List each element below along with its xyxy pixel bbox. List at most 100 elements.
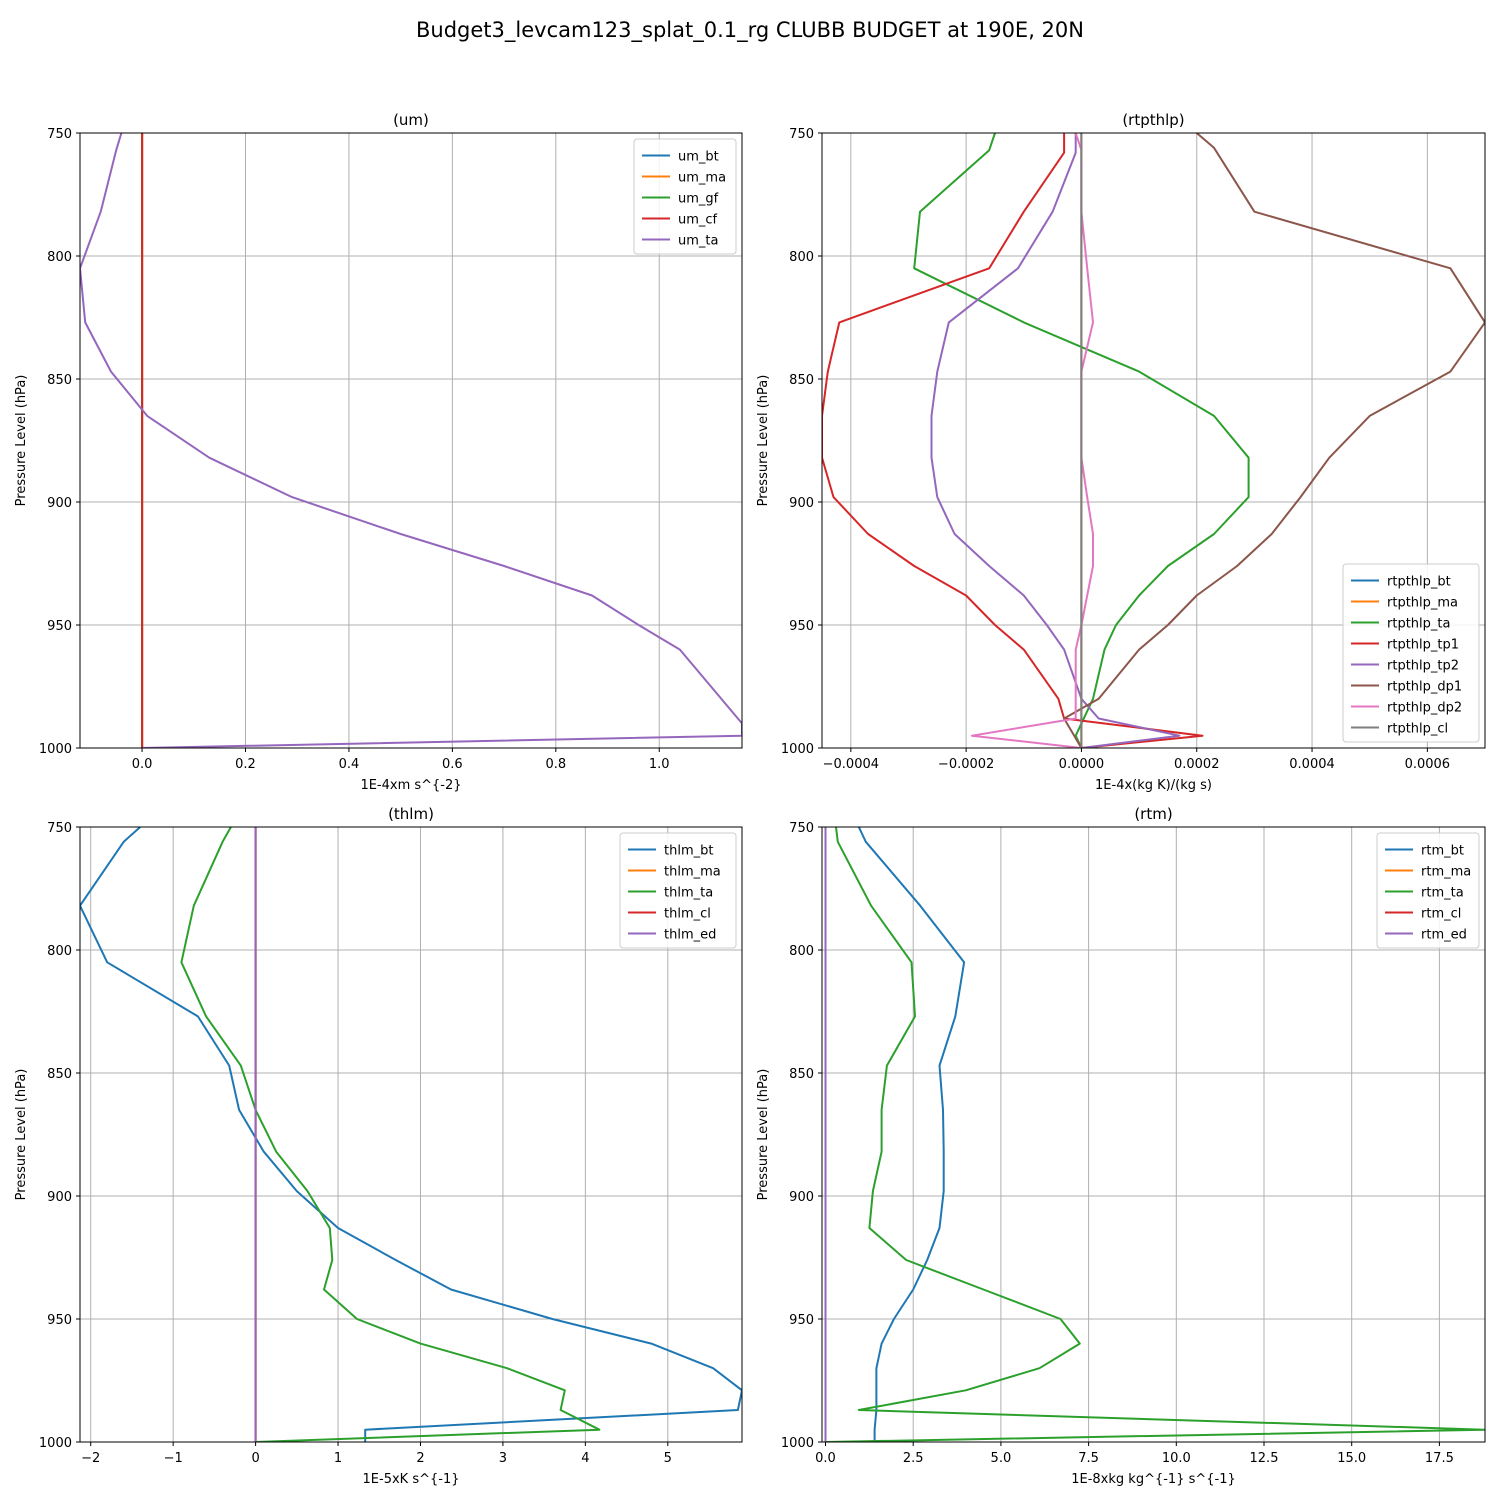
panel-title: (um) xyxy=(393,111,429,129)
axes-frame xyxy=(821,132,1486,749)
legend: rtpthlp_bt rtpthlp_ma rtpthlp_ta rtpthlp_tp… xyxy=(1342,563,1480,743)
x-axis-label: 1E-4xm s^{-2} xyxy=(360,778,461,793)
y-tick-label: 750 xyxy=(789,127,814,142)
series-line-rtpthlp_dp1 xyxy=(1063,133,1485,748)
series-group xyxy=(822,133,1485,748)
legend-label: um_ta xyxy=(678,234,718,249)
x-tick-label: 0.0 xyxy=(815,1451,836,1466)
x-tick-label: 0.2 xyxy=(235,757,256,772)
y-tick-label: 800 xyxy=(47,944,72,959)
legend-label: thlm_ed xyxy=(664,928,716,943)
x-tick-label: 4 xyxy=(581,1451,589,1466)
x-tick-label: −0.0002 xyxy=(938,757,994,772)
y-tick-label: 850 xyxy=(789,1067,814,1082)
x-tick-label: 0.0002 xyxy=(1174,757,1220,772)
panel-title: (thlm) xyxy=(388,805,434,823)
x-tick-label: 0.0006 xyxy=(1405,757,1451,772)
y-tick-label: 900 xyxy=(789,1190,814,1205)
series-group xyxy=(80,133,742,748)
y-tick-label: 750 xyxy=(789,821,814,836)
y-tick-label: 750 xyxy=(47,127,72,142)
legend-label: rtpthlp_dp2 xyxy=(1387,701,1462,716)
legend: thlm_bt thlm_ma thlm_ta thlm_cl thlm_ed xyxy=(619,832,737,949)
x-tick-label: 1.0 xyxy=(649,757,670,772)
x-tick-label: 0.0004 xyxy=(1289,757,1335,772)
panel-3: 0.0 2.5 5.0 7.5 10.0 12.5 15.0 17.5 750 800 850 900… xyxy=(756,805,1486,1487)
x-tick-label: 5 xyxy=(664,1451,672,1466)
series-line-rtpthlp_ta xyxy=(913,133,1250,748)
x-tick-label: 0.8 xyxy=(545,757,566,772)
panel-1: −0.0004 −0.0002 0.0000 0.0002 0.0004 0.0006 75… xyxy=(756,111,1486,793)
legend-box xyxy=(1376,832,1480,949)
y-tick-label: 950 xyxy=(47,1313,72,1328)
x-tick-label: −1 xyxy=(164,1451,183,1466)
y-tick-label: 900 xyxy=(47,1190,72,1205)
legend-label: rtpthlp_bt xyxy=(1387,575,1451,590)
y-tick-label: 900 xyxy=(47,496,72,511)
legend-label: rtpthlp_tp2 xyxy=(1387,659,1459,674)
series-line-um_ta xyxy=(80,133,742,748)
y-tick-label: 950 xyxy=(789,619,814,634)
legend-label: rtpthlp_tp1 xyxy=(1387,638,1459,653)
legend-label: rtm_ma xyxy=(1421,865,1471,880)
x-tick-label: 0.4 xyxy=(339,757,360,772)
legend: um_bt um_ma um_gf um_cf um_ta xyxy=(633,138,737,255)
x-tick-label: 0.0 xyxy=(132,757,153,772)
legend-label: rtm_ed xyxy=(1421,928,1467,943)
x-tick-label: 10.0 xyxy=(1162,1451,1191,1466)
legend-label: um_bt xyxy=(678,150,719,165)
legend-label: rtm_bt xyxy=(1421,844,1464,859)
x-tick-label: −2 xyxy=(81,1451,100,1466)
y-axis-label: Pressure Level (hPa) xyxy=(756,375,771,507)
panel-2: −2 −1 0 1 2 3 4 5 750 800 850 900 950 1000 (thlm) 1E-5x… xyxy=(14,805,743,1487)
y-tick-label: 1000 xyxy=(39,1436,72,1451)
axes-frame xyxy=(79,826,743,1443)
y-tick-label: 1000 xyxy=(781,1436,814,1451)
panel-title: (rtm) xyxy=(1134,805,1172,823)
y-tick-label: 800 xyxy=(789,944,814,959)
x-tick-label: 2.5 xyxy=(903,1451,924,1466)
y-axis-label: Pressure Level (hPa) xyxy=(14,1069,29,1201)
y-tick-label: 750 xyxy=(47,821,72,836)
series-line-rtpthlp_tp2 xyxy=(930,133,1181,748)
y-tick-label: 850 xyxy=(789,373,814,388)
y-tick-label: 850 xyxy=(47,1067,72,1082)
legend-label: um_gf xyxy=(678,192,719,207)
y-tick-label: 900 xyxy=(789,496,814,511)
series-line-thlm_ta xyxy=(180,827,601,1442)
legend-label: rtm_ta xyxy=(1421,886,1464,901)
x-tick-label: 3 xyxy=(499,1451,507,1466)
legend-box xyxy=(1342,563,1480,743)
series-line-thlm_bt xyxy=(80,827,742,1442)
y-tick-label: 1000 xyxy=(781,742,814,757)
legend-label: um_cf xyxy=(678,213,718,228)
legend-box xyxy=(619,832,737,949)
legend-box xyxy=(633,138,737,255)
series-group xyxy=(80,827,742,1442)
x-tick-label: −0.0004 xyxy=(823,757,879,772)
figure-title: Budget3_levcam123_splat_0.1_rg CLUBB BUD… xyxy=(416,18,1084,43)
series-group xyxy=(824,827,1485,1442)
series-line-rtpthlp_dp2 xyxy=(970,133,1094,748)
x-tick-label: 0.6 xyxy=(442,757,463,772)
x-axis-label: 1E-8xkg kg^{-1} s^{-1} xyxy=(1071,1472,1236,1487)
x-axis-label: 1E-5xK s^{-1} xyxy=(363,1472,460,1487)
x-tick-label: 5.0 xyxy=(991,1451,1012,1466)
y-tick-label: 950 xyxy=(47,619,72,634)
legend-label: thlm_cl xyxy=(664,907,711,922)
x-tick-label: 15.0 xyxy=(1337,1451,1366,1466)
y-tick-label: 1000 xyxy=(39,742,72,757)
series-line-rtm_bt xyxy=(857,827,966,1442)
series-line-rtpthlp_tp1 xyxy=(822,133,1204,748)
legend: rtm_bt rtm_ma rtm_ta rtm_cl rtm_ed xyxy=(1376,832,1480,949)
legend-label: rtpthlp_dp1 xyxy=(1387,680,1462,695)
x-tick-label: 0.0000 xyxy=(1059,757,1105,772)
y-axis-label: Pressure Level (hPa) xyxy=(756,1069,771,1201)
y-tick-label: 800 xyxy=(47,250,72,265)
legend-label: thlm_ma xyxy=(664,865,721,880)
axes-frame xyxy=(79,132,743,749)
panel-0: 0.0 0.2 0.4 0.6 0.8 1.0 750 800 850 900 950 1000 (um… xyxy=(14,111,743,793)
y-tick-label: 800 xyxy=(789,250,814,265)
